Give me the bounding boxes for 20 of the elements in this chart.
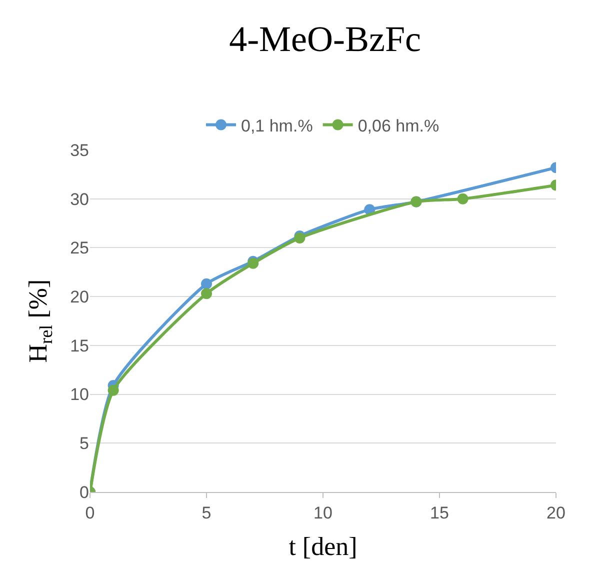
- y-tick-label: 15: [70, 336, 89, 356]
- y-tick-label: 5: [80, 434, 89, 454]
- y-tick-label: 10: [70, 385, 89, 404]
- legend-label: 0,1 hm.%: [241, 116, 313, 136]
- x-tick-label: 15: [430, 503, 449, 522]
- point: [201, 278, 212, 290]
- y-tick-label: 25: [70, 238, 89, 258]
- y-tick-label: 35: [70, 140, 89, 160]
- x-axis-title: t [den]: [288, 532, 358, 562]
- y-tick-label: 0: [80, 482, 89, 502]
- point: [201, 288, 212, 300]
- x-tick-label: 5: [202, 503, 212, 522]
- point: [108, 384, 119, 396]
- y-tick-label: 20: [70, 288, 89, 307]
- x-tick-label: 20: [546, 503, 566, 522]
- x-tick-label: 10: [314, 503, 332, 522]
- legend-label: 0,06 hm.%: [358, 116, 440, 136]
- chart-title: 4-MeO-BzFc: [229, 18, 422, 59]
- y-tick-label: 30: [70, 190, 89, 209]
- point: [457, 193, 468, 204]
